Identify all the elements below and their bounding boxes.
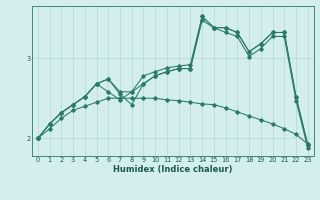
X-axis label: Humidex (Indice chaleur): Humidex (Indice chaleur) xyxy=(113,165,233,174)
